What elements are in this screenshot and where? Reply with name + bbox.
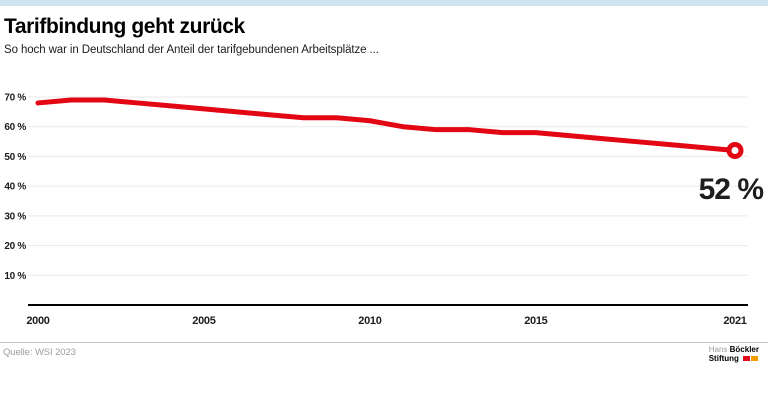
logo-word-hans: Hans: [708, 345, 728, 354]
x-axis-tick-label: 2005: [192, 315, 215, 327]
logo-mark-orange-icon: [750, 355, 758, 361]
logo-word-boeckler: Böckler: [729, 345, 759, 354]
logo-word-stiftung: Stiftung: [708, 353, 739, 363]
footer-divider: [0, 342, 768, 343]
y-axis-tick-label: 50 %: [4, 152, 26, 163]
logo-mark-red-icon: [742, 355, 750, 361]
y-axis-tick-label: 30 %: [4, 211, 26, 222]
line-chart: 70 % 60 % 50 % 40 % 30 % 20 % 10 % 2000 2005 2010…: [4, 93, 764, 328]
y-axis-tick-label: 40 %: [4, 182, 26, 193]
y-axis-tick-label: 60 %: [4, 122, 26, 133]
end-value-label: 52 %: [699, 173, 764, 206]
logo-line-2: Stiftung: [708, 353, 759, 364]
page-title: Tarifbindung geht zurück: [4, 15, 245, 38]
x-axis-tick-label: 2015: [524, 315, 547, 327]
y-axis-tick-label: 20 %: [4, 241, 26, 252]
y-axis-tick-label: 10 %: [4, 271, 26, 282]
x-axis-tick-label: 2010: [358, 315, 381, 327]
data-line: [35, 97, 738, 153]
x-axis-tick-label: 2021: [723, 315, 746, 327]
top-accent-bar: [0, 0, 768, 6]
y-axis-tick-label: 70 %: [4, 93, 26, 104]
source-label: Quelle: WSI 2023: [3, 347, 76, 358]
end-point-marker: [726, 141, 744, 159]
logo-line-1: Hans Böckler: [708, 345, 759, 355]
x-axis-tick-label: 2000: [26, 315, 49, 327]
hans-boeckler-stiftung-logo: Hans Böckler Stiftung: [708, 345, 759, 364]
page-subtitle: So hoch war in Deutschland der Anteil de…: [4, 44, 379, 56]
